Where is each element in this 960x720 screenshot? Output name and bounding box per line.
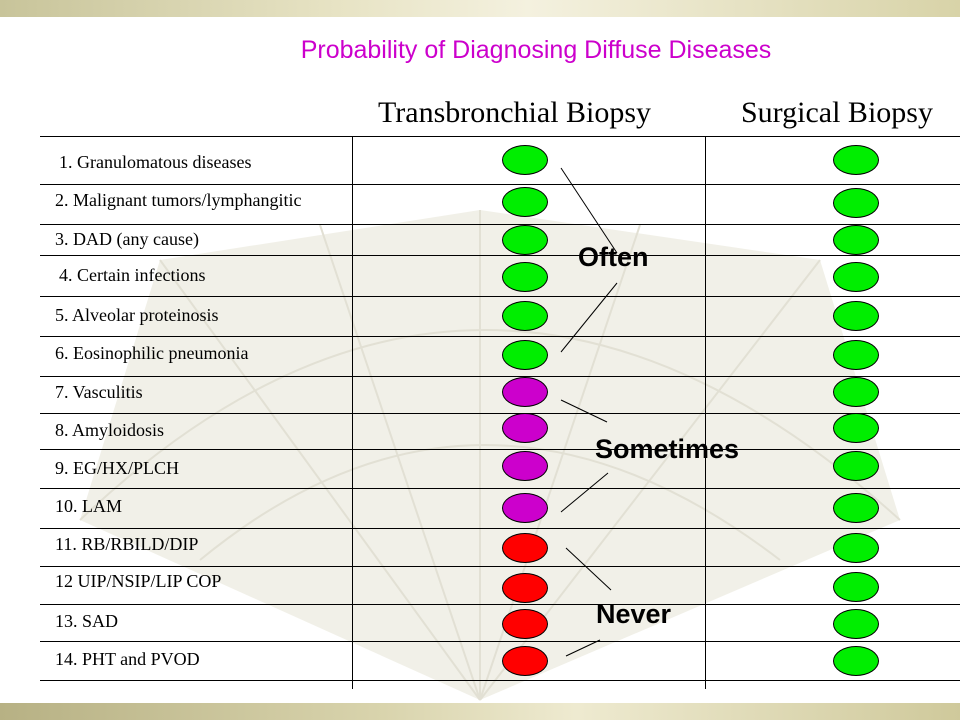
row-rule: [40, 336, 960, 337]
sometimes-connector-lower: [560, 472, 609, 513]
row-label: 2. Malignant tumors/lymphangitic: [55, 190, 302, 210]
surgical-indicator-often: [833, 413, 879, 443]
column-header-transbronchial: Transbronchial Biopsy: [378, 96, 652, 129]
top-decorative-band: [0, 0, 960, 17]
transbronchial-indicator-often: [502, 225, 548, 255]
surgical-indicator-often: [833, 301, 879, 331]
transbronchial-indicator-often: [502, 262, 548, 292]
transbronchial-indicator-often: [502, 145, 548, 175]
row-rule: [40, 604, 960, 605]
row-rule: [40, 296, 960, 297]
row-rule: [40, 224, 960, 225]
sometimes-connector-upper: [560, 399, 608, 423]
transbronchial-indicator-sometimes: [502, 451, 548, 481]
row-label: 4. Certain infections: [59, 265, 206, 285]
surgical-indicator-often: [833, 451, 879, 481]
row-label: 10. LAM: [55, 496, 122, 516]
surgical-indicator-often: [833, 340, 879, 370]
transbronchial-indicator-often: [502, 301, 548, 331]
table-divider-right: [705, 136, 706, 689]
transbronchial-indicator-sometimes: [502, 493, 548, 523]
table-top-rule: [40, 136, 960, 137]
surgical-indicator-often: [833, 188, 879, 218]
transbronchial-indicator-sometimes: [502, 413, 548, 443]
table-divider-left: [352, 136, 353, 689]
row-label: 8. Amyloidosis: [55, 420, 165, 440]
column-header-surgical: Surgical Biopsy: [741, 96, 933, 129]
slide-title: Probability of Diagnosing Diffuse Diseas…: [300, 36, 772, 64]
row-label: 5. Alveolar proteinosis: [55, 305, 219, 325]
row-label: 1. Granulomatous diseases: [59, 152, 252, 172]
surgical-indicator-often: [833, 493, 879, 523]
surgical-indicator-often: [833, 533, 879, 563]
row-label: 6. Eosinophilic pneumonia: [55, 343, 249, 363]
transbronchial-indicator-sometimes: [502, 377, 548, 407]
never-connector-lower: [565, 639, 601, 657]
often-connector-upper: [560, 167, 618, 254]
often-connector-lower: [560, 282, 618, 353]
surgical-indicator-often: [833, 377, 879, 407]
row-label: 14. PHT and PVOD: [55, 649, 200, 669]
row-label: 11. RB/RBILD/DIP: [55, 534, 199, 554]
category-label-often: Often: [578, 242, 649, 272]
row-label: 9. EG/HX/PLCH: [55, 458, 180, 478]
row-rule: [40, 528, 960, 529]
row-rule: [40, 680, 960, 681]
surgical-indicator-often: [833, 262, 879, 292]
row-label: 12 UIP/NSIP/LIP COP: [55, 571, 222, 591]
row-rule: [40, 488, 960, 489]
never-connector-upper: [565, 547, 612, 591]
surgical-indicator-often: [833, 572, 879, 602]
bottom-decorative-band: [0, 703, 960, 720]
transbronchial-indicator-often: [502, 187, 548, 217]
row-rule: [40, 566, 960, 567]
row-label: 3. DAD (any cause): [55, 229, 199, 249]
surgical-indicator-often: [833, 646, 879, 676]
transbronchial-indicator-never: [502, 609, 548, 639]
row-rule: [40, 413, 960, 414]
surgical-indicator-often: [833, 145, 879, 175]
transbronchial-indicator-never: [502, 646, 548, 676]
row-label: 7. Vasculitis: [55, 382, 143, 402]
transbronchial-indicator-never: [502, 533, 548, 563]
surgical-indicator-often: [833, 609, 879, 639]
transbronchial-indicator-often: [502, 340, 548, 370]
surgical-indicator-often: [833, 225, 879, 255]
category-label-never: Never: [596, 599, 672, 629]
row-rule: [40, 641, 960, 642]
category-label-sometimes: Sometimes: [595, 434, 740, 464]
row-rule: [40, 255, 960, 256]
transbronchial-indicator-never: [502, 573, 548, 603]
row-rule: [40, 184, 960, 185]
row-label: 13. SAD: [55, 611, 119, 631]
row-rule: [40, 376, 960, 377]
row-rule: [40, 449, 960, 450]
